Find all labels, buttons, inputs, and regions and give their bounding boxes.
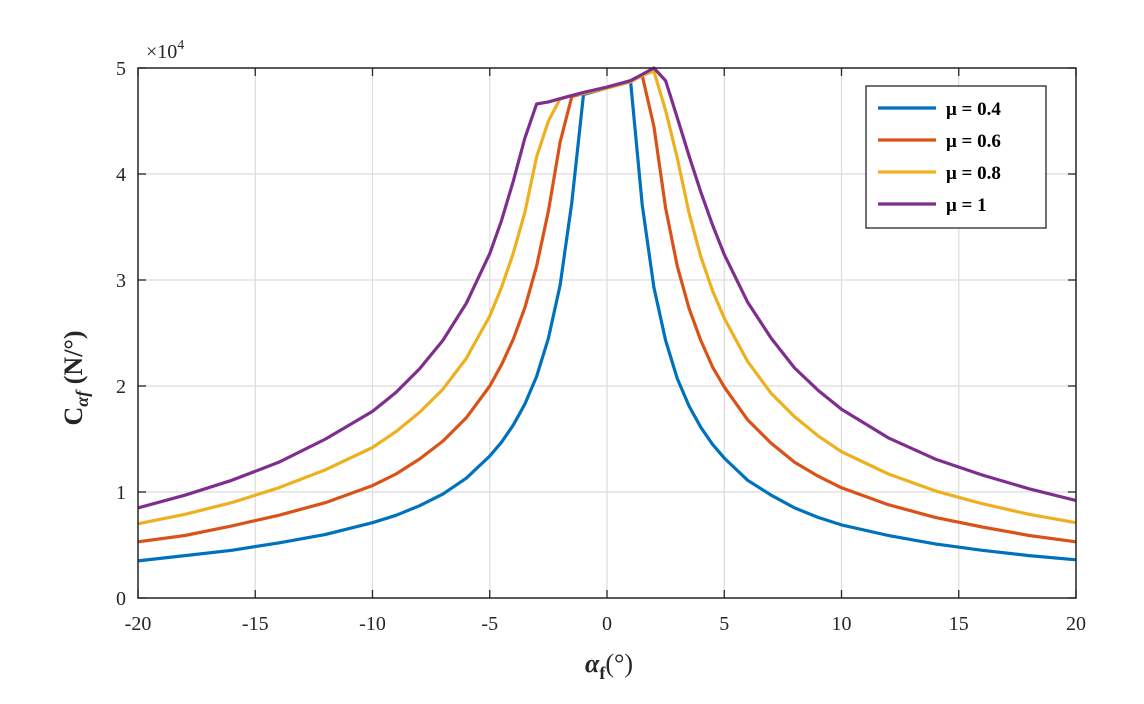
y-axis-title-main: C (59, 407, 88, 426)
exponent-label: ×104 (146, 38, 184, 63)
x-tick-label: 0 (602, 613, 612, 635)
legend-label-3: μ = 0.8 (946, 163, 1001, 184)
legend-label-2: μ = 0.6 (946, 131, 1001, 152)
legend: μ = 0.4 μ = 0.6 μ = 0.8 μ = 1 (865, 85, 1047, 229)
x-axis-title-unit: (°) (605, 649, 633, 678)
y-axis-title: Cαf (N/°) (59, 331, 92, 426)
y-tick-label: 0 (116, 588, 126, 610)
x-tick-label: -15 (242, 613, 269, 635)
x-tick-label: -10 (359, 613, 386, 635)
exponent-base: ×10 (146, 41, 177, 63)
tick-labels: -20 -15 -10 -5 0 5 10 15 20 0 1 2 3 4 5 (116, 58, 1086, 635)
x-tick-label: 5 (719, 613, 729, 635)
x-tick-label: -20 (125, 613, 152, 635)
y-axis-title-sub: αf (72, 389, 92, 407)
y-tick-label: 1 (116, 482, 126, 504)
legend-label-4: μ = 1 (946, 195, 987, 216)
x-axis-title-main: α (585, 649, 600, 678)
x-axis-title: αf(°) (585, 649, 633, 683)
series-line-4 (137, 66, 1077, 510)
axes (137, 67, 1077, 599)
series-lines (137, 66, 1077, 563)
x-tick-label: 15 (949, 613, 969, 635)
x-tick-label: -5 (481, 613, 498, 635)
exponent-power: 4 (177, 38, 184, 53)
y-tick-label: 3 (116, 270, 126, 292)
legend-label-1: μ = 0.4 (946, 99, 1001, 120)
y-axis-title-unit: (N/°) (59, 331, 88, 391)
y-tick-label: 2 (116, 376, 126, 398)
y-tick-label: 5 (116, 58, 126, 80)
x-tick-label: 20 (1066, 613, 1086, 635)
y-tick-label: 4 (116, 164, 126, 186)
x-tick-label: 10 (832, 613, 852, 635)
x-axis-title-sub: f (599, 663, 606, 683)
